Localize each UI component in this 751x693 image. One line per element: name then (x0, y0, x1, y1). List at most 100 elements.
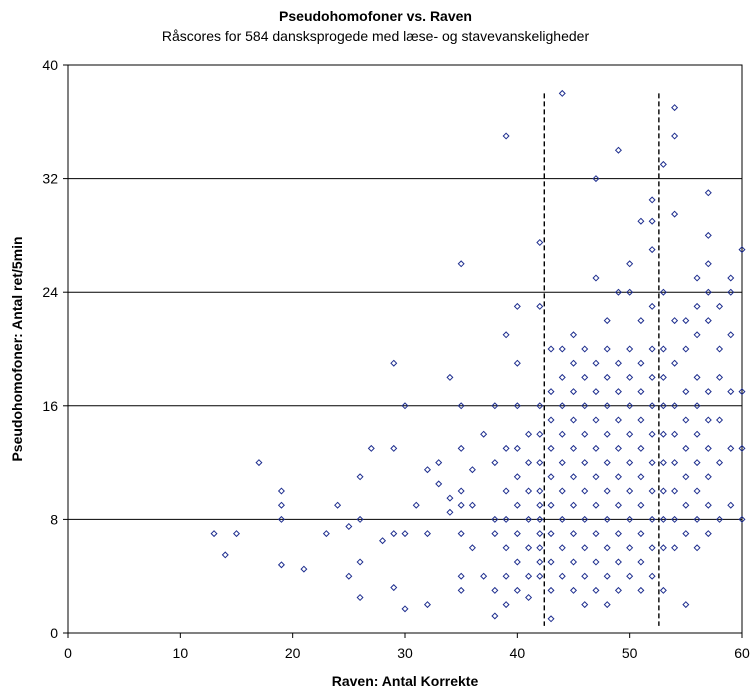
data-point (536, 302, 544, 310)
data-point (457, 572, 465, 580)
data-point (693, 544, 701, 552)
data-point (704, 288, 712, 296)
data-point (704, 317, 712, 325)
plot-area-frame (67, 64, 743, 634)
y-tick-label: 40 (42, 57, 58, 73)
data-point (671, 544, 679, 552)
data-points (210, 89, 746, 623)
data-point (659, 373, 667, 381)
data-point (592, 530, 600, 538)
data-point (232, 530, 241, 538)
data-point (603, 487, 611, 495)
data-point (704, 416, 712, 424)
data-point (536, 572, 544, 580)
data-point (592, 416, 600, 424)
data-point (277, 515, 285, 523)
data-point (693, 302, 701, 310)
data-point (255, 459, 263, 467)
data-point (277, 501, 285, 509)
data-point (659, 459, 667, 467)
data-point (671, 459, 679, 467)
data-point (491, 586, 499, 594)
data-point (513, 586, 521, 594)
data-point (558, 572, 566, 580)
data-point (637, 444, 645, 452)
data-point (513, 530, 521, 538)
data-point (626, 402, 634, 410)
data-point (693, 402, 701, 410)
data-point (502, 487, 510, 495)
data-point (614, 359, 622, 367)
data-point (390, 359, 398, 367)
data-point (536, 530, 544, 538)
data-point (693, 515, 701, 523)
data-point (704, 189, 712, 197)
data-point (569, 388, 578, 396)
data-point (614, 558, 622, 566)
data-point (558, 544, 566, 552)
data-point (547, 416, 555, 424)
data-point (592, 274, 600, 282)
data-point (423, 466, 431, 474)
data-point (592, 558, 600, 566)
data-point (637, 388, 645, 396)
data-point (446, 494, 454, 502)
data-point (525, 430, 533, 438)
data-point (671, 487, 679, 495)
data-point (457, 487, 465, 495)
x-tick-label: 10 (173, 645, 189, 661)
data-point (581, 430, 589, 438)
data-point (682, 601, 690, 609)
data-point (412, 501, 420, 509)
data-point (468, 501, 476, 509)
data-point (727, 288, 735, 296)
data-point (648, 217, 656, 225)
data-point (716, 302, 724, 310)
data-point (614, 530, 622, 538)
data-point (536, 544, 544, 552)
x-tick-label: 0 (64, 645, 72, 661)
data-point (626, 260, 634, 268)
data-point (547, 615, 555, 623)
data-point (682, 317, 690, 325)
data-point (345, 572, 353, 580)
data-point (603, 402, 611, 410)
data-point (671, 317, 679, 325)
data-point (716, 345, 724, 353)
data-point (558, 402, 566, 410)
data-point (682, 473, 690, 481)
data-point (614, 288, 622, 296)
data-point (581, 373, 589, 381)
data-point (491, 612, 499, 620)
data-point (547, 345, 555, 353)
data-point (603, 515, 611, 523)
data-point (547, 586, 555, 594)
data-point (569, 416, 578, 424)
data-point (423, 601, 431, 609)
data-point (569, 473, 578, 481)
data-point (345, 522, 353, 531)
data-point (547, 530, 555, 538)
data-point (581, 601, 589, 609)
data-point (637, 501, 645, 509)
data-point (435, 459, 443, 467)
y-tick-label: 24 (42, 284, 58, 300)
data-point (210, 530, 218, 538)
x-tick-label: 40 (510, 645, 526, 661)
data-point (648, 196, 656, 204)
data-point (525, 487, 533, 495)
y-tick-label: 0 (50, 625, 58, 641)
data-point (300, 565, 308, 573)
data-point (648, 572, 656, 580)
data-point (581, 459, 589, 467)
data-point (525, 593, 533, 602)
data-point (648, 373, 656, 381)
data-point (401, 530, 409, 538)
data-point (581, 515, 589, 523)
data-point (704, 530, 712, 538)
data-point (614, 388, 622, 396)
data-point (581, 544, 589, 552)
data-point (671, 515, 679, 523)
data-point (592, 501, 600, 509)
data-point (614, 146, 622, 154)
